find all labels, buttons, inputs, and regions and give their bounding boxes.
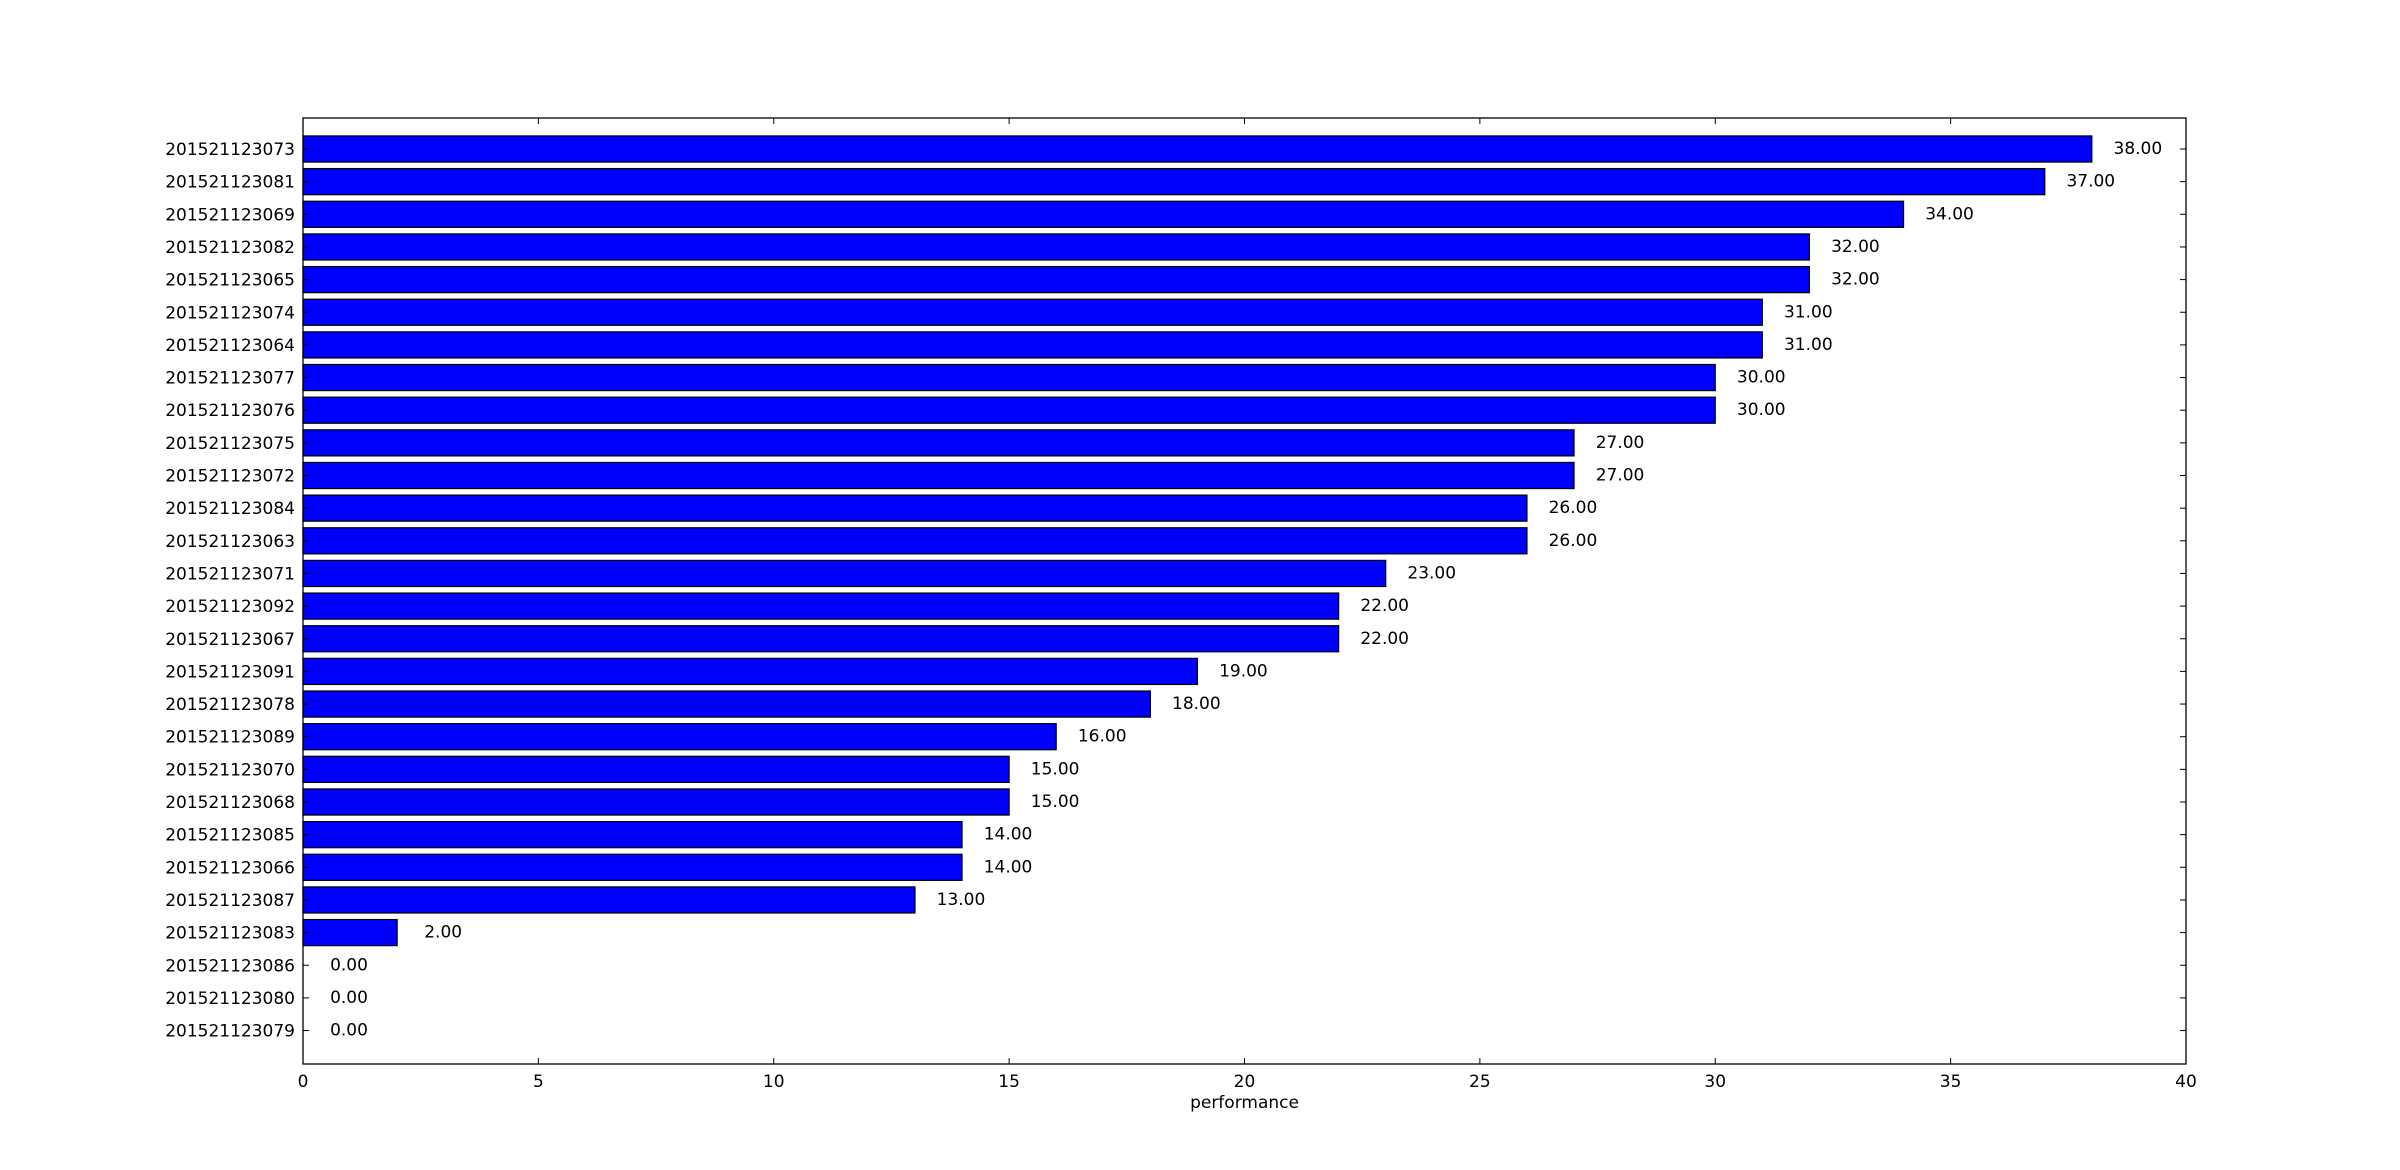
bar-value-label: 22.00 [1360, 629, 1409, 649]
bar-value-label: 23.00 [1407, 563, 1456, 583]
y-tick-label: 201521123091 [165, 662, 295, 682]
bar [302, 429, 1575, 457]
y-tick-label: 201521123092 [165, 597, 295, 617]
y-tick-label: 201521123067 [165, 630, 295, 650]
bar-value-label: 0.00 [330, 988, 368, 1008]
bar [302, 200, 1905, 228]
x-tick-label: 30 [1704, 1072, 1726, 1092]
bar [302, 363, 1716, 392]
y-tick-label: 201521123081 [165, 173, 295, 193]
bar-value-label: 18.00 [1172, 694, 1221, 714]
y-tick-label: 201521123073 [165, 140, 295, 160]
y-tick-label: 201521123075 [165, 434, 295, 454]
x-tick-label: 0 [298, 1072, 309, 1092]
x-tick-label: 25 [1469, 1072, 1491, 1092]
bar-value-label: 38.00 [2114, 139, 2163, 159]
x-tick-label: 10 [763, 1072, 785, 1092]
y-tick-label: 201521123065 [165, 271, 295, 291]
labels-layer: 201521123073 38.00 201521123081 37.00 201521… [165, 139, 2197, 1092]
bar [302, 233, 1811, 261]
y-tick-label: 201521123074 [165, 303, 295, 323]
bar [302, 690, 1151, 718]
y-tick-label: 201521123082 [165, 238, 295, 258]
bar [302, 265, 1811, 294]
ticks-layer [302, 118, 2187, 1064]
x-tick-label: 15 [998, 1072, 1020, 1092]
bar-value-label: 0.00 [330, 1021, 368, 1041]
bar [302, 625, 1340, 653]
bar-value-label: 19.00 [1219, 661, 1268, 681]
y-tick-label: 201521123086 [165, 956, 295, 976]
y-tick-label: 201521123071 [165, 564, 295, 584]
x-tick-label: 20 [1234, 1072, 1256, 1092]
bar [302, 135, 2093, 163]
bar [302, 494, 1528, 522]
x-axis-title: performance [1190, 1093, 1299, 1113]
bar [302, 853, 963, 881]
bar [302, 527, 1528, 555]
bar-value-label: 32.00 [1831, 270, 1880, 290]
y-tick-label: 201521123076 [165, 401, 295, 421]
bar-value-label: 31.00 [1784, 335, 1833, 355]
bar [302, 396, 1716, 424]
y-tick-label: 201521123085 [165, 826, 295, 846]
bar-value-label: 2.00 [424, 923, 462, 943]
bar-value-label: 14.00 [984, 825, 1033, 845]
bar [302, 886, 916, 914]
bar-value-label: 30.00 [1737, 368, 1786, 388]
bar [302, 918, 398, 947]
bar [302, 461, 1575, 490]
bar [302, 167, 2046, 196]
bar-value-label: 15.00 [1031, 759, 1080, 779]
bar-value-label: 31.00 [1784, 302, 1833, 322]
bar-value-label: 16.00 [1078, 727, 1127, 747]
y-tick-label: 201521123063 [165, 532, 295, 552]
bar-value-label: 26.00 [1549, 531, 1598, 551]
y-tick-label: 201521123064 [165, 336, 295, 356]
y-tick-label: 201521123078 [165, 695, 295, 715]
bar [302, 331, 1763, 359]
x-tick-label: 5 [533, 1072, 544, 1092]
bar [302, 820, 963, 849]
y-tick-label: 201521123087 [165, 891, 295, 911]
bar [302, 788, 1010, 816]
bar-value-label: 0.00 [330, 955, 368, 975]
y-tick-label: 201521123077 [165, 369, 295, 389]
y-tick-label: 201521123068 [165, 793, 295, 813]
bar-value-label: 22.00 [1360, 596, 1409, 616]
bar [302, 298, 1763, 326]
y-tick-label: 201521123072 [165, 467, 295, 487]
bar-value-label: 27.00 [1596, 433, 1645, 453]
bar [302, 755, 1010, 784]
bar-value-label: 15.00 [1031, 792, 1080, 812]
x-tick-label: 40 [2175, 1072, 2197, 1092]
bar-value-label: 13.00 [937, 890, 986, 910]
y-tick-label: 201521123070 [165, 760, 295, 780]
y-tick-label: 201521123080 [165, 989, 295, 1009]
bar [302, 559, 1387, 588]
bars-layer [302, 135, 2093, 947]
y-tick-label: 201521123084 [165, 499, 295, 519]
bar-value-label: 27.00 [1596, 466, 1645, 486]
bar-value-label: 26.00 [1549, 498, 1598, 518]
y-tick-label: 201521123079 [165, 1022, 295, 1042]
y-tick-label: 201521123083 [165, 924, 295, 944]
y-tick-label: 201521123066 [165, 858, 295, 878]
x-tick-label: 35 [1940, 1072, 1962, 1092]
bar-value-label: 37.00 [2066, 172, 2115, 192]
bar-value-label: 32.00 [1831, 237, 1880, 257]
bar [302, 657, 1199, 686]
y-tick-label: 201521123089 [165, 728, 295, 748]
bar-value-label: 14.00 [984, 857, 1033, 877]
bar-value-label: 34.00 [1925, 204, 1974, 224]
bar [302, 723, 1057, 751]
y-tick-label: 201521123069 [165, 205, 295, 225]
bar-value-label: 30.00 [1737, 400, 1786, 420]
bar [302, 592, 1340, 620]
